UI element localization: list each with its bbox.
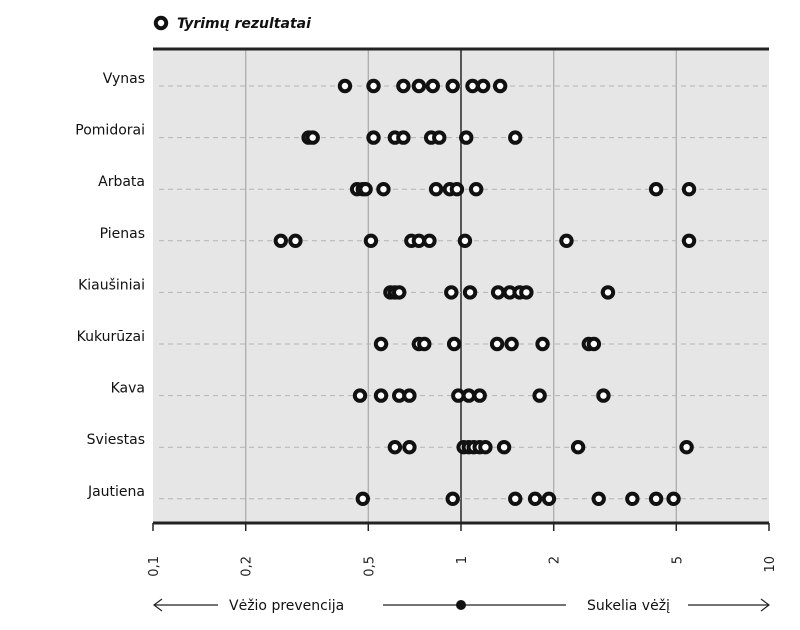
data-point bbox=[478, 440, 493, 455]
data-point bbox=[681, 182, 697, 197]
data-point bbox=[475, 78, 491, 94]
x-tick-label: 2 bbox=[548, 556, 563, 564]
data-point bbox=[600, 285, 616, 300]
data-point bbox=[373, 388, 389, 403]
category-label: Sviestas bbox=[87, 432, 145, 448]
data-point bbox=[532, 388, 547, 403]
data-point bbox=[366, 78, 381, 94]
data-point bbox=[425, 78, 441, 94]
data-point bbox=[472, 388, 487, 403]
x-tick-label: 1 bbox=[455, 556, 470, 564]
data-point bbox=[625, 491, 640, 506]
data-points bbox=[273, 78, 697, 506]
data-point bbox=[355, 491, 371, 506]
x-axis-ticks: 0,1 0,2 0,5 1 2 5 10 bbox=[147, 523, 778, 577]
data-point bbox=[387, 440, 403, 455]
left-arrow-icon bbox=[153, 598, 163, 612]
data-point bbox=[432, 130, 447, 145]
data-point bbox=[273, 233, 289, 249]
data-point bbox=[449, 182, 465, 197]
direction-left-label: Vėžio prevencija bbox=[229, 598, 344, 614]
data-point bbox=[666, 491, 681, 506]
data-point bbox=[461, 388, 476, 403]
data-point bbox=[445, 78, 460, 94]
data-point bbox=[352, 388, 368, 403]
direction-indicator: Vėžio prevencija Sukelia vėžį bbox=[153, 598, 770, 614]
direction-right-label: Sukelia vėžį bbox=[587, 598, 670, 614]
data-point bbox=[422, 233, 437, 249]
data-point bbox=[366, 130, 381, 145]
category-label: Kiaušiniai bbox=[78, 277, 145, 293]
data-point bbox=[504, 336, 519, 352]
data-point bbox=[496, 440, 512, 455]
data-point bbox=[586, 336, 602, 352]
x-tick-label: 5 bbox=[670, 556, 685, 564]
data-point bbox=[376, 182, 391, 197]
category-label: Pomidorai bbox=[75, 123, 145, 139]
x-tick-label: 0,2 bbox=[240, 556, 255, 577]
category-label: Kava bbox=[111, 381, 145, 397]
data-point bbox=[490, 285, 506, 300]
legend-label: Tyrimų rezultatai bbox=[177, 16, 311, 32]
data-point bbox=[681, 233, 697, 249]
data-point bbox=[391, 285, 407, 300]
data-point bbox=[358, 182, 373, 197]
data-point bbox=[468, 182, 484, 197]
x-tick-label: 0,1 bbox=[147, 556, 162, 577]
category-label: Vynas bbox=[103, 71, 145, 87]
data-point bbox=[305, 130, 320, 145]
data-point bbox=[527, 491, 543, 506]
data-point bbox=[591, 491, 606, 506]
legend: Tyrimų rezultatai bbox=[153, 15, 311, 32]
data-point bbox=[570, 440, 586, 455]
data-point bbox=[396, 130, 411, 145]
data-point bbox=[428, 182, 444, 197]
data-point bbox=[417, 336, 432, 352]
data-point bbox=[459, 130, 474, 145]
data-point bbox=[363, 233, 379, 249]
data-point bbox=[559, 233, 574, 249]
data-point bbox=[508, 491, 523, 506]
data-point bbox=[446, 336, 462, 352]
category-labels: Vynas Pomidorai Arbata Pienas Kiaušiniai Kuku… bbox=[75, 71, 145, 500]
data-point bbox=[679, 440, 694, 455]
x-tick-label: 0,5 bbox=[362, 556, 377, 577]
x-tick-label: 10 bbox=[763, 556, 778, 573]
category-label: Arbata bbox=[98, 174, 145, 190]
right-arrow-icon bbox=[760, 598, 770, 612]
center-dot-icon bbox=[456, 600, 466, 610]
data-point bbox=[373, 336, 389, 352]
data-point bbox=[288, 233, 303, 249]
data-point bbox=[519, 285, 534, 300]
data-point bbox=[508, 130, 523, 145]
category-label: Pienas bbox=[100, 226, 145, 242]
data-point bbox=[648, 182, 664, 197]
data-point bbox=[337, 78, 353, 94]
data-point bbox=[411, 78, 427, 94]
legend-marker bbox=[153, 15, 169, 31]
data-point bbox=[462, 285, 478, 300]
category-label: Jautiena bbox=[87, 484, 145, 500]
data-point bbox=[457, 233, 473, 249]
data-point bbox=[444, 285, 459, 300]
data-point bbox=[535, 336, 550, 352]
category-guides bbox=[159, 85, 767, 500]
data-point bbox=[396, 78, 411, 94]
data-point bbox=[596, 388, 611, 403]
data-point bbox=[492, 78, 508, 94]
data-point bbox=[402, 440, 417, 455]
data-point bbox=[648, 491, 664, 506]
data-point bbox=[445, 491, 460, 506]
data-point bbox=[489, 336, 505, 352]
data-point bbox=[541, 491, 557, 506]
category-label: Kukurūzai bbox=[77, 329, 145, 345]
data-point bbox=[402, 388, 417, 403]
